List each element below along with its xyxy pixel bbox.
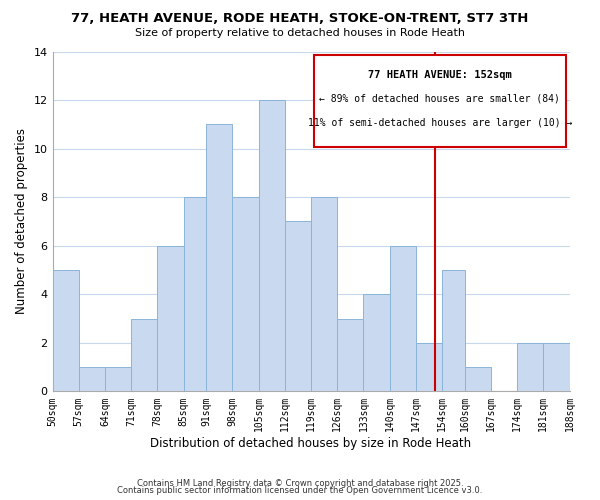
- Bar: [79, 367, 105, 392]
- Bar: [390, 246, 416, 392]
- Bar: [364, 294, 390, 392]
- Text: 77, HEATH AVENUE, RODE HEATH, STOKE-ON-TRENT, ST7 3TH: 77, HEATH AVENUE, RODE HEATH, STOKE-ON-T…: [71, 12, 529, 26]
- Text: Contains HM Land Registry data © Crown copyright and database right 2025.: Contains HM Land Registry data © Crown c…: [137, 478, 463, 488]
- Bar: [517, 343, 544, 392]
- Bar: [53, 270, 79, 392]
- Bar: [442, 270, 464, 392]
- Text: Size of property relative to detached houses in Rode Heath: Size of property relative to detached ho…: [135, 28, 465, 38]
- X-axis label: Distribution of detached houses by size in Rode Heath: Distribution of detached houses by size …: [151, 437, 472, 450]
- Bar: [285, 222, 311, 392]
- Bar: [464, 367, 491, 392]
- Bar: [157, 246, 184, 392]
- Text: Contains public sector information licensed under the Open Government Licence v3: Contains public sector information licen…: [118, 486, 482, 495]
- Text: 11% of semi-detached houses are larger (10) →: 11% of semi-detached houses are larger (…: [308, 118, 572, 128]
- Bar: [311, 197, 337, 392]
- FancyBboxPatch shape: [314, 55, 566, 146]
- Bar: [184, 197, 206, 392]
- Bar: [105, 367, 131, 392]
- Bar: [232, 197, 259, 392]
- Bar: [259, 100, 285, 392]
- Y-axis label: Number of detached properties: Number of detached properties: [15, 128, 28, 314]
- Text: ← 89% of detached houses are smaller (84): ← 89% of detached houses are smaller (84…: [319, 94, 560, 104]
- Bar: [544, 343, 569, 392]
- Bar: [206, 124, 232, 392]
- Bar: [131, 318, 157, 392]
- Bar: [416, 343, 442, 392]
- Text: 77 HEATH AVENUE: 152sqm: 77 HEATH AVENUE: 152sqm: [368, 70, 512, 80]
- Bar: [337, 318, 364, 392]
